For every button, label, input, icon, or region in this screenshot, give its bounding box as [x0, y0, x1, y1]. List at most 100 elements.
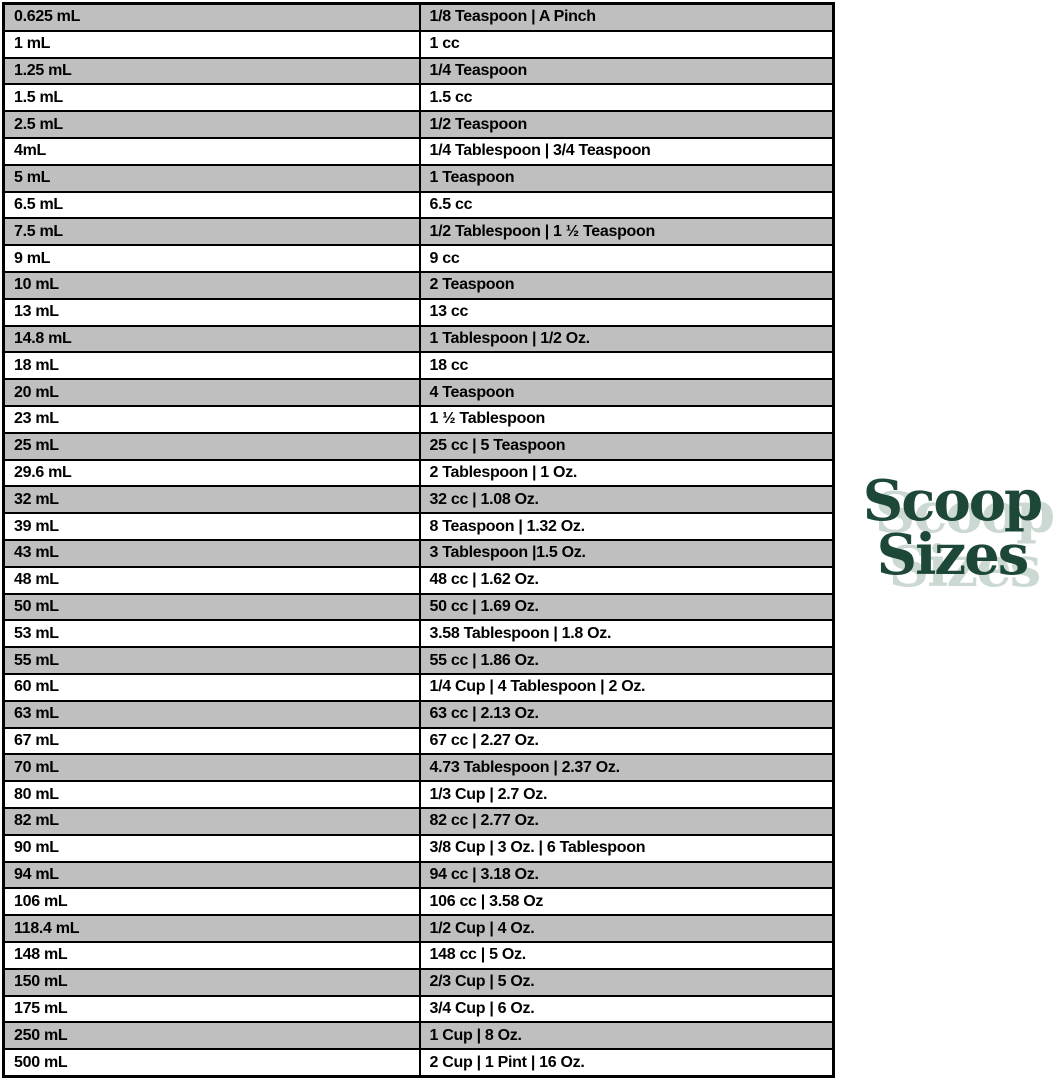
table-row: 500 mL 2 Cup | 1 Pint | 16 Oz. [2, 1048, 835, 1078]
equivalent-cell: 1 Tablespoon | 1/2 Oz. [418, 324, 835, 354]
ml-cell: 175 mL [2, 994, 421, 1024]
table-row: 55 mL 55 cc | 1.86 Oz. [2, 646, 835, 675]
ml-cell: 1.5 mL [2, 83, 421, 113]
table-row: 1.5 mL 1.5 cc [2, 83, 835, 113]
table-row: 5 mL 1 Teaspoon [2, 163, 835, 193]
equivalent-cell: 3/4 Cup | 6 Oz. [418, 994, 835, 1024]
ml-cell: 18 mL [2, 351, 421, 381]
ml-cell: 1 mL [2, 29, 421, 59]
equivalent-cell: 2 Teaspoon [418, 271, 835, 300]
equivalent-cell: 8 Teaspoon | 1.32 Oz. [418, 512, 835, 541]
equivalent-cell: 1/2 Teaspoon [418, 110, 835, 140]
equivalent-cell: 1 cc [418, 29, 835, 59]
table-row: 20 mL 4 Teaspoon [2, 378, 835, 407]
table-row: 14.8 mL 1 Tablespoon | 1/2 Oz. [2, 324, 835, 354]
table-row: 53 mL 3.58 Tablespoon | 1.8 Oz. [2, 619, 835, 649]
table-row: 7.5 mL 1/2 Tablespoon | 1 ½ Teaspoon [2, 217, 835, 247]
equivalent-cell: 1/8 Teaspoon | A Pinch [418, 2, 835, 32]
equivalent-cell: 1 Cup | 8 Oz. [418, 1021, 835, 1051]
table-row: 23 mL 1 ½ Tablespoon [2, 405, 835, 434]
table-row: 32 mL 32 cc | 1.08 Oz. [2, 485, 835, 515]
ml-cell: 148 mL [2, 940, 421, 970]
ml-cell: 70 mL [2, 753, 421, 783]
equivalent-cell: 1/4 Tablespoon | 3/4 Teaspoon [418, 137, 835, 166]
equivalent-cell: 67 cc | 2.27 Oz. [418, 726, 835, 756]
ml-cell: 118.4 mL [2, 914, 421, 943]
ml-cell: 48 mL [2, 565, 421, 595]
table-row: 0.625 mL 1/8 Teaspoon | A Pinch [2, 2, 835, 32]
table-row: 118.4 mL 1/2 Cup | 4 Oz. [2, 914, 835, 943]
equivalent-cell: 1 ½ Tablespoon [418, 405, 835, 434]
equivalent-cell: 82 cc | 2.77 Oz. [418, 806, 835, 836]
table-row: 50 mL 50 cc | 1.69 Oz. [2, 592, 835, 622]
equivalent-cell: 1/4 Cup | 4 Tablespoon | 2 Oz. [418, 672, 835, 702]
ml-cell: 13 mL [2, 297, 421, 327]
table-row: 9 mL 9 cc [2, 244, 835, 274]
equivalent-cell: 32 cc | 1.08 Oz. [418, 485, 835, 515]
ml-cell: 106 mL [2, 887, 421, 917]
logo-line-2: Sizes [876, 522, 1030, 589]
table-row: 148 mL 148 cc | 5 Oz. [2, 940, 835, 970]
ml-cell: 14.8 mL [2, 324, 421, 354]
ml-cell: 53 mL [2, 619, 421, 649]
equivalent-cell: 3.58 Tablespoon | 1.8 Oz. [418, 619, 835, 649]
ml-cell: 10 mL [2, 271, 421, 300]
table-row: 29.6 mL 2 Tablespoon | 1 Oz. [2, 458, 835, 488]
equivalent-cell: 9 cc [418, 244, 835, 274]
equivalent-cell: 1.5 cc [418, 83, 835, 113]
equivalent-cell: 4 Teaspoon [418, 378, 835, 407]
equivalent-cell: 50 cc | 1.69 Oz. [418, 592, 835, 622]
ml-cell: 50 mL [2, 592, 421, 622]
equivalent-cell: 2/3 Cup | 5 Oz. [418, 967, 835, 997]
equivalent-cell: 55 cc | 1.86 Oz. [418, 646, 835, 675]
equivalent-cell: 1/2 Cup | 4 Oz. [418, 914, 835, 943]
table-row: 4mL 1/4 Tablespoon | 3/4 Teaspoon [2, 137, 835, 166]
ml-cell: 7.5 mL [2, 217, 421, 247]
ml-cell: 29.6 mL [2, 458, 421, 488]
ml-cell: 25 mL [2, 431, 421, 461]
equivalent-cell: 18 cc [418, 351, 835, 381]
ml-cell: 82 mL [2, 806, 421, 836]
equivalent-cell: 48 cc | 1.62 Oz. [418, 565, 835, 595]
table-row: 13 mL 13 cc [2, 297, 835, 327]
ml-cell: 60 mL [2, 672, 421, 702]
ml-cell: 39 mL [2, 512, 421, 541]
ml-cell: 80 mL [2, 780, 421, 809]
ml-cell: 55 mL [2, 646, 421, 675]
table-row: 250 mL 1 Cup | 8 Oz. [2, 1021, 835, 1051]
equivalent-cell: 1/2 Tablespoon | 1 ½ Teaspoon [418, 217, 835, 247]
table-row: 18 mL 18 cc [2, 351, 835, 381]
equivalent-cell: 106 cc | 3.58 Oz [418, 887, 835, 917]
ml-cell: 67 mL [2, 726, 421, 756]
ml-cell: 4mL [2, 137, 421, 166]
ml-cell: 2.5 mL [2, 110, 421, 140]
table-row: 2.5 mL 1/2 Teaspoon [2, 110, 835, 140]
ml-cell: 43 mL [2, 538, 421, 568]
table-row: 80 mL 1/3 Cup | 2.7 Oz. [2, 780, 835, 809]
equivalent-cell: 148 cc | 5 Oz. [418, 940, 835, 970]
ml-cell: 1.25 mL [2, 56, 421, 86]
ml-cell: 90 mL [2, 833, 421, 863]
equivalent-cell: 3 Tablespoon |1.5 Oz. [418, 538, 835, 568]
conversion-table: 0.625 mL 1/8 Teaspoon | A Pinch 1 mL 1 cc 1.… [2, 2, 835, 1078]
ml-cell: 94 mL [2, 860, 421, 890]
table-row: 82 mL 82 cc | 2.77 Oz. [2, 806, 835, 836]
ml-cell: 0.625 mL [2, 2, 421, 32]
equivalent-cell: 4.73 Tablespoon | 2.37 Oz. [418, 753, 835, 783]
table-row: 63 mL 63 cc | 2.13 Oz. [2, 699, 835, 729]
table-row: 106 mL 106 cc | 3.58 Oz [2, 887, 835, 917]
table-row: 39 mL 8 Teaspoon | 1.32 Oz. [2, 512, 835, 541]
table-row: 60 mL 1/4 Cup | 4 Tablespoon | 2 Oz. [2, 672, 835, 702]
ml-cell: 6.5 mL [2, 190, 421, 220]
table-row: 175 mL 3/4 Cup | 6 Oz. [2, 994, 835, 1024]
ml-cell: 9 mL [2, 244, 421, 274]
table-row: 48 mL 48 cc | 1.62 Oz. [2, 565, 835, 595]
table-row: 43 mL 3 Tablespoon |1.5 Oz. [2, 538, 835, 568]
equivalent-cell: 1 Teaspoon [418, 163, 835, 193]
ml-cell: 150 mL [2, 967, 421, 997]
table-row: 6.5 mL 6.5 cc [2, 190, 835, 220]
ml-cell: 32 mL [2, 485, 421, 515]
equivalent-cell: 1/4 Teaspoon [418, 56, 835, 86]
ml-cell: 250 mL [2, 1021, 421, 1051]
